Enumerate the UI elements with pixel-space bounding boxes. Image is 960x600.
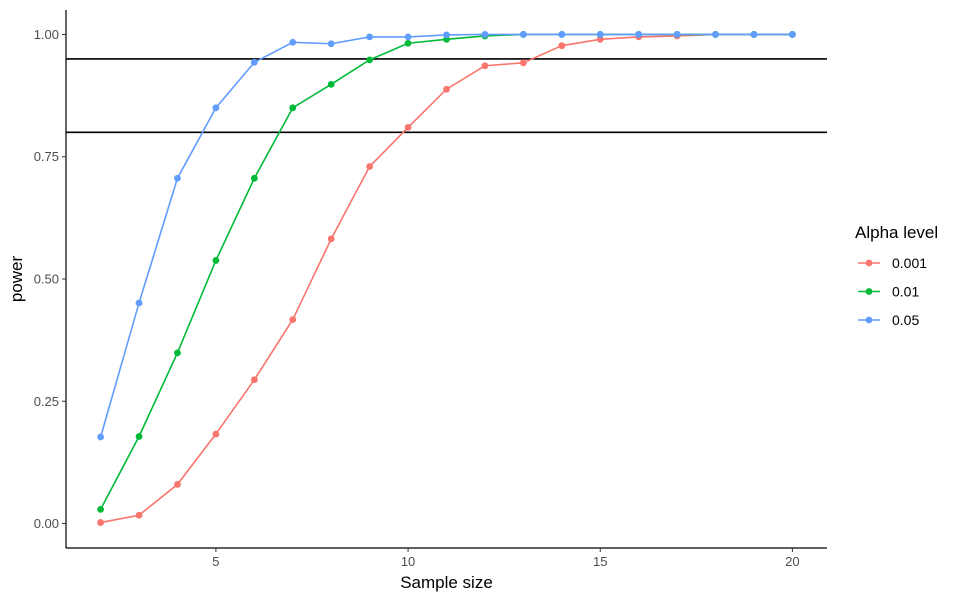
data-point (212, 257, 220, 264)
data-point (481, 31, 489, 38)
y-tick-label: 1.00 (34, 27, 59, 42)
data-point (97, 505, 104, 513)
legend-label: 0.01 (892, 284, 919, 300)
data-point (366, 33, 374, 41)
series-0.05 (97, 31, 796, 441)
y-ticks: 0.00 0.25 0.50 0.75 1.00 (34, 27, 66, 531)
data-point (443, 31, 450, 39)
series-line (100, 33, 793, 524)
data-point (673, 31, 681, 38)
x-tick-label: 15 (593, 554, 607, 569)
legend-key-point (865, 259, 873, 267)
y-tick-label: 0.50 (34, 272, 59, 287)
x-ticks: 5 10 15 20 (212, 548, 800, 569)
data-point (174, 481, 181, 488)
data-point (404, 123, 412, 131)
data-point (481, 62, 489, 70)
reference-lines (66, 58, 827, 134)
data-point (250, 376, 258, 384)
data-point (135, 433, 143, 440)
legend-key-point (865, 288, 873, 295)
series-0.01 (97, 31, 796, 513)
legend-title: Alpha level (855, 223, 938, 242)
data-point (558, 31, 566, 38)
y-tick-label: 0.75 (34, 149, 59, 164)
data-point (404, 39, 412, 47)
series-line (99, 33, 793, 510)
x-tick-label: 5 (212, 554, 219, 569)
legend-item: 0.01 (858, 284, 919, 300)
y-axis-title: power (7, 256, 26, 303)
data-point (327, 40, 335, 48)
data-point (327, 235, 335, 243)
data-point (635, 31, 643, 38)
data-point (174, 349, 181, 357)
x-tick-label: 10 (401, 554, 415, 569)
data-point (596, 31, 604, 38)
data-point (366, 163, 374, 170)
data-point (558, 42, 566, 50)
data-point (97, 433, 104, 441)
data-point (789, 31, 796, 38)
x-tick-label: 20 (785, 554, 799, 569)
data-point (289, 104, 297, 112)
series-layer (97, 31, 796, 526)
data-point (443, 85, 450, 93)
data-point (289, 316, 297, 323)
data-point (212, 430, 220, 438)
legend-label: 0.05 (892, 312, 919, 328)
data-point (135, 511, 143, 519)
y-tick-label: 0.25 (34, 394, 59, 409)
data-point (596, 35, 604, 43)
data-point (366, 56, 374, 64)
series-0.001 (97, 31, 796, 526)
data-point (97, 519, 104, 526)
data-point (750, 31, 758, 38)
data-point (519, 59, 527, 67)
data-point (174, 174, 181, 182)
legend-items: 0.001 0.01 0.05 (858, 255, 927, 328)
data-point (519, 31, 527, 38)
data-point (135, 299, 143, 307)
data-point (250, 58, 258, 66)
legend-key-point (865, 316, 873, 324)
data-point (250, 174, 258, 182)
y-tick-label: 0.00 (34, 516, 59, 531)
legend-item: 0.05 (858, 312, 919, 328)
x-axis-title: Sample size (400, 573, 493, 592)
legend-label: 0.001 (892, 255, 927, 271)
data-point (404, 33, 412, 41)
axes: 0.00 0.25 0.50 0.75 1.00 5 10 15 20 (34, 10, 827, 569)
series-line (99, 33, 793, 438)
data-point (712, 31, 719, 38)
data-point (327, 80, 335, 88)
data-point (289, 38, 297, 46)
data-point (212, 104, 220, 112)
legend: Alpha level 0.001 0.01 0.05 (855, 223, 938, 328)
legend-item: 0.001 (858, 255, 927, 271)
